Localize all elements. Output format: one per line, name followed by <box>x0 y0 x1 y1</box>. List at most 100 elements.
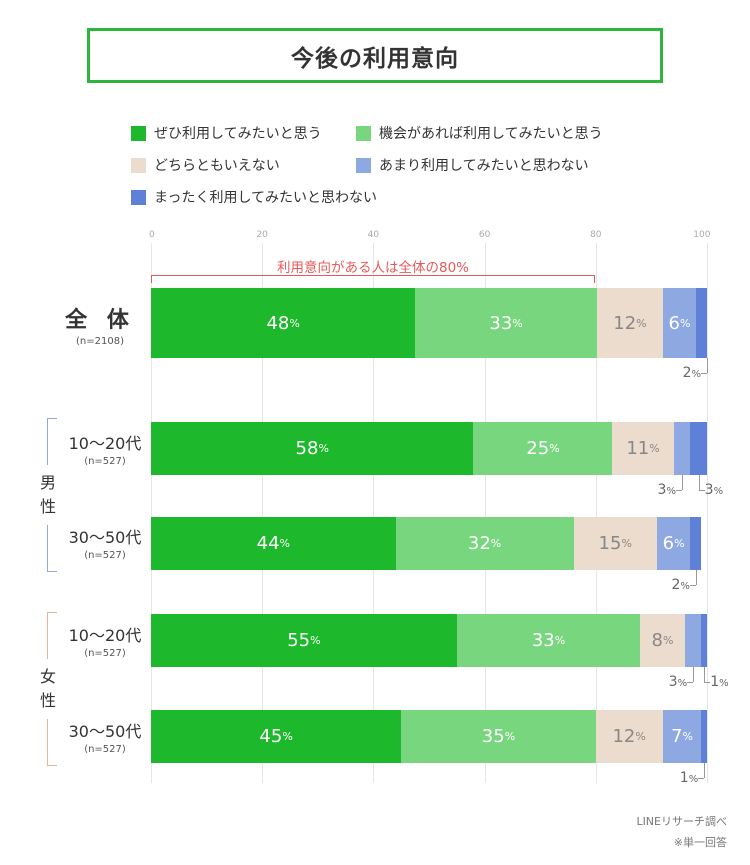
legend-swatch-1 <box>131 125 146 141</box>
callout-line-2-4 <box>682 475 683 490</box>
legend-label-4: あまり利用してみたいと思わない <box>379 158 589 174</box>
bar-segment-5-5 <box>701 710 707 763</box>
row-label-n-3: (n=527) <box>84 550 126 561</box>
bar-row-5: 45% 35% 12% 7% <box>151 710 707 763</box>
bar-segment-2-5 <box>690 422 707 475</box>
gridline-100 <box>707 243 708 783</box>
bar-segment-1-2: 33% <box>415 288 597 358</box>
bar-segment-2-3: 11% <box>612 422 674 475</box>
bar-segment-4-5 <box>701 614 707 667</box>
data-label-unit-5-4: % <box>682 730 693 743</box>
group-bracket-upper-2 <box>47 612 57 659</box>
row-label-name-4: 10〜20代 <box>68 626 142 645</box>
bar-row-4: 55% 33% 8% <box>151 614 707 667</box>
bar-row-3: 44% 32% 15% 6% <box>151 517 707 570</box>
legend-swatch-5 <box>131 189 146 205</box>
data-label-4-2: 33 <box>531 630 555 651</box>
row-label-2: 10〜20代 (n=527) <box>58 430 152 467</box>
row-label-4: 10〜20代 (n=527) <box>58 622 152 659</box>
callout-value-4-4: 3 <box>668 674 678 690</box>
gridline-60 <box>485 243 486 783</box>
gridline-40 <box>373 243 374 783</box>
legend-item-4: あまり利用してみたいと思わない <box>356 155 589 175</box>
data-label-2-1: 58 <box>295 438 319 459</box>
row-label-n-2: (n=527) <box>84 456 126 467</box>
row-label-name-2: 10〜20代 <box>68 434 142 453</box>
group-label-2: 女性 <box>38 665 58 713</box>
legend-swatch-4 <box>356 157 371 173</box>
annotation-bracket <box>151 275 595 283</box>
callout-value-5-5: 1 <box>679 770 689 786</box>
callout-label-4-4: 3% <box>669 674 687 690</box>
callout-value-2-4: 3 <box>657 482 667 498</box>
group-label-char-1-0: 男 <box>39 473 56 492</box>
callout-label-2-4: 3% <box>658 482 676 498</box>
data-label-unit-5-1: % <box>282 730 293 743</box>
row-label-name-1: 全 体 <box>65 308 135 333</box>
callout-label-5-5: 1% <box>680 770 698 786</box>
tick-label-20: 20 <box>256 230 268 240</box>
callout-label-2-5: 3% <box>705 482 723 498</box>
data-label-4-1: 55 <box>287 630 311 651</box>
data-label-2-2: 25 <box>526 438 550 459</box>
callout-tick-3-5 <box>690 585 696 586</box>
data-label-5-1: 45 <box>259 726 283 747</box>
callout-tick-2-4 <box>676 490 682 491</box>
legend-label-1: ぜひ利用してみたいと思う <box>154 126 322 142</box>
gridline-0 <box>151 243 152 783</box>
bar-segment-1-5 <box>696 288 707 358</box>
chart-title: 今後の利用意向 <box>291 45 459 72</box>
data-label-4-3: 8 <box>651 630 663 651</box>
bar-segment-2-4 <box>673 422 691 475</box>
callout-line-3-5 <box>696 570 697 585</box>
tick-label-80: 80 <box>590 230 602 240</box>
group-bracket-lower-1 <box>47 525 57 572</box>
row-label-1: 全 体 (n=2108) <box>50 302 150 347</box>
callout-tick-2-5 <box>699 490 705 491</box>
legend-item-5: まったく利用してみたいと思わない <box>131 187 377 207</box>
gridline-80 <box>596 243 597 783</box>
bar-segment-1-3: 12% <box>596 288 663 358</box>
data-label-unit-3-4: % <box>674 537 685 550</box>
group-bracket-lower-2 <box>47 719 57 766</box>
data-label-unit-4-1: % <box>310 634 321 647</box>
legend-label-5: まったく利用してみたいと思わない <box>154 190 378 206</box>
row-label-name-3: 30〜50代 <box>68 528 142 547</box>
bar-segment-2-1: 58% <box>151 422 474 475</box>
callout-line-1-5 <box>707 358 708 373</box>
callout-tick-1-5 <box>701 373 707 374</box>
gridline-20 <box>262 243 263 783</box>
bar-segment-3-2: 32% <box>395 517 574 570</box>
data-label-3-3: 15 <box>598 533 622 554</box>
answer-note: ※単一回答 <box>673 836 727 849</box>
bar-segment-4-3: 8% <box>640 614 685 667</box>
callout-unit-2-4: % <box>666 486 676 497</box>
group-label-1: 男性 <box>38 471 58 519</box>
data-label-unit-2-2: % <box>549 442 560 455</box>
data-label-3-4: 6 <box>662 533 675 554</box>
tick-label-60: 60 <box>478 230 491 240</box>
row-label-n-4: (n=527) <box>84 648 126 659</box>
legend-swatch-2 <box>356 125 371 141</box>
bar-segment-5-4: 7% <box>662 710 702 763</box>
data-label-unit-1-1: % <box>289 316 300 330</box>
data-label-1-1: 48 <box>266 312 290 334</box>
callout-unit-3-5: % <box>680 581 690 592</box>
bar-segment-2-2: 25% <box>473 422 613 475</box>
callout-line-4-5 <box>704 667 705 682</box>
tick-label-0: 0 <box>149 230 155 240</box>
bar-segment-3-3: 15% <box>573 517 657 570</box>
data-label-unit-1-2: % <box>512 316 523 330</box>
group-label-char-2-0: 女 <box>39 667 56 686</box>
callout-line-5-5 <box>704 763 705 778</box>
data-label-unit-2-3: % <box>649 442 660 455</box>
callout-label-4-5: 1% <box>710 674 728 690</box>
callout-value-1-5: 2 <box>682 365 692 381</box>
data-label-5-2: 35 <box>481 726 505 747</box>
callout-unit-2-5: % <box>713 486 724 497</box>
bar-segment-3-5 <box>690 517 702 570</box>
chart-title-box: 今後の利用意向 <box>87 28 663 83</box>
bar-segment-1-1: 48% <box>151 288 416 358</box>
callout-value-3-5: 2 <box>671 577 681 593</box>
bar-segment-3-4: 6% <box>656 517 691 570</box>
